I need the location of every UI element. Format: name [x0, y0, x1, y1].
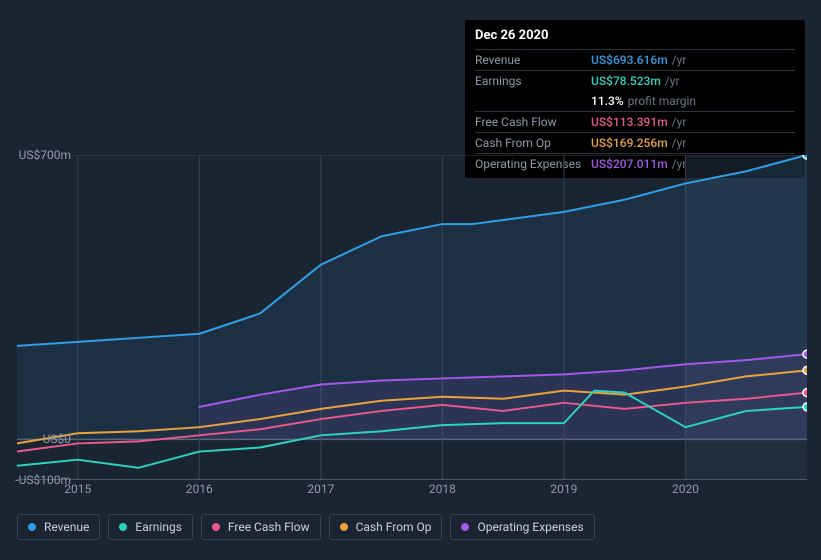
series-end-marker: [803, 350, 807, 358]
chart-legend: Revenue Earnings Free Cash Flow Cash From O…: [17, 514, 595, 540]
x-axis-label: 2020: [672, 482, 699, 496]
tooltip-row-value: US$78.523m: [591, 74, 661, 88]
y-axis-label: US$0: [7, 432, 77, 446]
legend-dot-icon: [28, 523, 36, 531]
legend-item[interactable]: Operating Expenses: [450, 514, 594, 540]
tooltip-row-value: US$113.391m: [591, 115, 668, 129]
tooltip-row-value: US$693.616m: [591, 53, 668, 67]
legend-dot-icon: [119, 523, 127, 531]
legend-label: Cash From Op: [356, 520, 432, 534]
series-end-marker: [803, 403, 807, 411]
legend-dot-icon: [212, 523, 220, 531]
x-axis: 2015 2016 2017 2018 2019 2020: [17, 482, 807, 500]
tooltip-row: 11.3% profit margin: [475, 91, 795, 111]
tooltip-row-unit: /yr: [672, 53, 687, 67]
tooltip-date: Dec 26 2020: [475, 28, 795, 43]
tooltip-row: Cash From OpUS$169.256m/yr: [475, 132, 795, 153]
legend-dot-icon: [340, 523, 348, 531]
legend-label: Earnings: [135, 520, 182, 534]
tooltip-row-unit: /yr: [665, 74, 680, 88]
tooltip-row-label: Cash From Op: [475, 136, 591, 150]
x-axis-label: 2016: [186, 482, 213, 496]
series-end-marker: [803, 389, 807, 397]
tooltip-row-label: Earnings: [475, 74, 591, 88]
legend-item[interactable]: Free Cash Flow: [201, 514, 321, 540]
legend-item[interactable]: Revenue: [17, 514, 100, 540]
legend-dot-icon: [461, 523, 469, 531]
tooltip-row-unit: profit margin: [628, 94, 696, 108]
x-axis-label: 2018: [429, 482, 456, 496]
tooltip-row: Free Cash FlowUS$113.391m/yr: [475, 111, 795, 132]
legend-label: Operating Expenses: [477, 520, 583, 534]
x-axis-label: 2015: [64, 482, 91, 496]
tooltip-row-unit: /yr: [672, 115, 687, 129]
legend-label: Revenue: [44, 520, 89, 534]
tooltip-row-label: Free Cash Flow: [475, 115, 591, 129]
tooltip-row-value: 11.3%: [591, 94, 624, 108]
x-axis-label: 2017: [307, 482, 334, 496]
series-end-marker: [803, 366, 807, 374]
legend-item[interactable]: Cash From Op: [329, 514, 443, 540]
tooltip-row-unit: /yr: [672, 136, 687, 150]
legend-label: Free Cash Flow: [228, 520, 310, 534]
tooltip-row: EarningsUS$78.523m/yr: [475, 70, 795, 91]
financials-chart[interactable]: US$700mUS$0-US$100m: [17, 155, 807, 485]
y-axis-label: US$700m: [7, 148, 77, 162]
tooltip-row-label: Revenue: [475, 53, 591, 67]
legend-item[interactable]: Earnings: [108, 514, 193, 540]
tooltip-row: RevenueUS$693.616m/yr: [475, 49, 795, 70]
tooltip-row-value: US$169.256m: [591, 136, 668, 150]
x-axis-label: 2019: [550, 482, 577, 496]
